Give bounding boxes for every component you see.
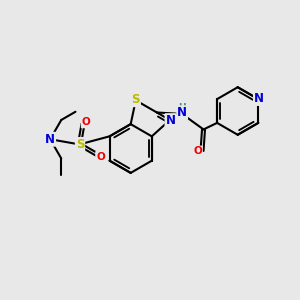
Text: S: S xyxy=(76,138,84,151)
Text: N: N xyxy=(166,114,176,127)
Text: N: N xyxy=(254,92,264,105)
Text: N: N xyxy=(177,106,187,119)
Text: O: O xyxy=(96,152,105,162)
Text: H: H xyxy=(178,103,186,112)
Text: S: S xyxy=(131,93,140,106)
Text: O: O xyxy=(82,117,90,128)
Text: O: O xyxy=(193,146,202,156)
Text: N: N xyxy=(45,133,55,146)
